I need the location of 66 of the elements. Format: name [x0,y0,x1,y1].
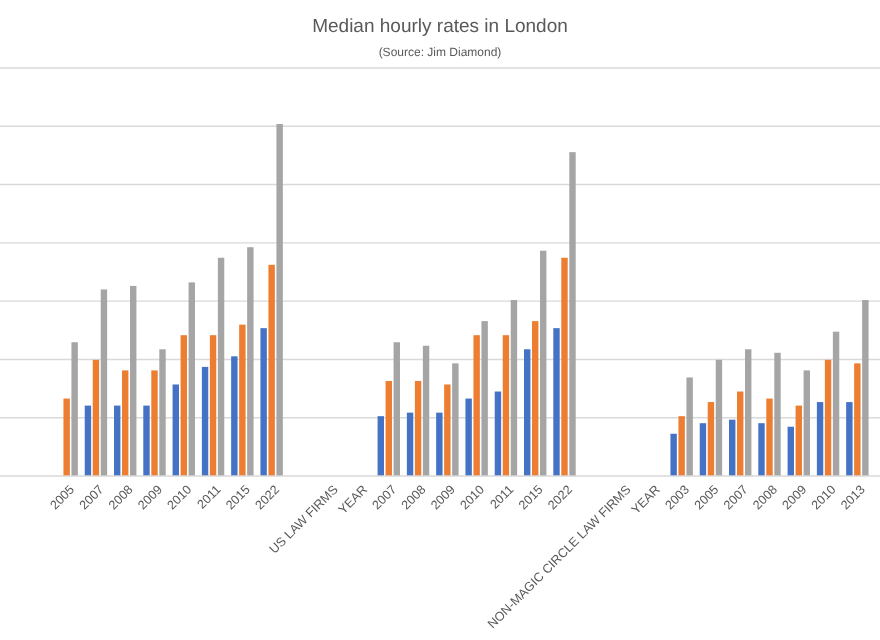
bar [151,370,158,476]
bar [414,380,422,476]
bar [846,402,853,476]
bar [553,328,560,476]
bar [524,349,531,476]
bar [385,380,392,476]
bar [260,328,267,476]
bar [699,423,707,476]
bar [737,391,744,476]
bar [406,412,414,476]
bar [377,416,384,476]
bar [114,405,121,476]
bar [84,405,92,476]
bar [670,433,677,476]
bar [540,250,547,476]
bar [71,342,78,476]
bar [465,398,472,476]
bar [422,345,430,476]
bar [209,335,217,476]
bar [502,335,510,476]
bar [561,257,568,476]
chart-title: Median hourly rates in London [312,16,568,38]
bar [803,370,810,476]
bar [239,324,246,476]
bar [715,359,723,476]
bar [774,352,781,476]
bar [393,342,400,476]
bar [452,363,459,476]
bar [532,321,539,476]
bar [510,300,518,476]
bar [63,398,70,476]
bar [180,335,187,476]
bar [100,289,108,476]
bar [787,426,794,476]
bar [201,366,209,476]
bar [816,402,824,476]
bar [862,300,869,476]
bar [268,264,275,476]
bar [481,321,488,476]
bar [758,423,765,476]
bar [188,282,195,476]
bar [231,356,238,476]
bar [92,359,100,476]
bar [745,349,752,476]
bar [824,359,832,476]
bar [766,398,773,476]
bar [494,391,502,476]
bar [854,363,861,476]
bar [247,247,254,476]
bar [172,384,179,476]
bar [122,370,129,476]
bar [832,331,840,476]
bar [678,416,685,476]
bar [143,405,150,476]
bar [686,377,693,476]
bar [130,285,137,476]
bar [473,335,480,476]
bar [795,405,802,476]
bar [276,124,283,476]
bar [729,419,736,476]
bar [444,384,451,476]
bar [707,402,715,476]
bar [569,152,576,476]
bar [159,349,166,476]
bar [436,412,443,476]
bar [217,257,225,476]
